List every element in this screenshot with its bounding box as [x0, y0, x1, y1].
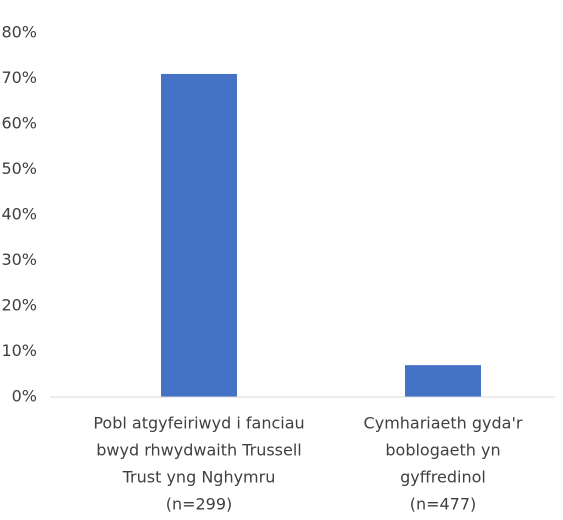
- x-tick-label: Pobl atgyfeiriwyd i fanciau: [93, 414, 304, 433]
- x-tick-label: Trust yng Nghymru: [122, 468, 276, 487]
- y-tick-label: 70%: [1, 68, 37, 87]
- x-tick-label: Cymhariaeth gyda'r: [364, 414, 523, 433]
- bar: [405, 365, 481, 397]
- bar: [161, 73, 237, 397]
- y-tick-label: 30%: [1, 250, 37, 269]
- y-tick-label: 80%: [1, 23, 37, 42]
- x-tick-label: boblogaeth yn: [385, 441, 500, 460]
- x-tick-label: (n=299): [166, 495, 233, 514]
- x-tick-label: (n=477): [410, 495, 477, 514]
- y-tick-label: 20%: [1, 296, 37, 315]
- y-tick-label: 50%: [1, 159, 37, 178]
- x-tick-label: bwyd rhwydwaith Trussell: [96, 441, 301, 460]
- y-tick-label: 0%: [12, 387, 37, 406]
- y-tick-label: 60%: [1, 114, 37, 133]
- y-tick-label: 10%: [1, 341, 37, 360]
- y-tick-label: 40%: [1, 205, 37, 224]
- x-tick-label: gyffredinol: [400, 468, 486, 487]
